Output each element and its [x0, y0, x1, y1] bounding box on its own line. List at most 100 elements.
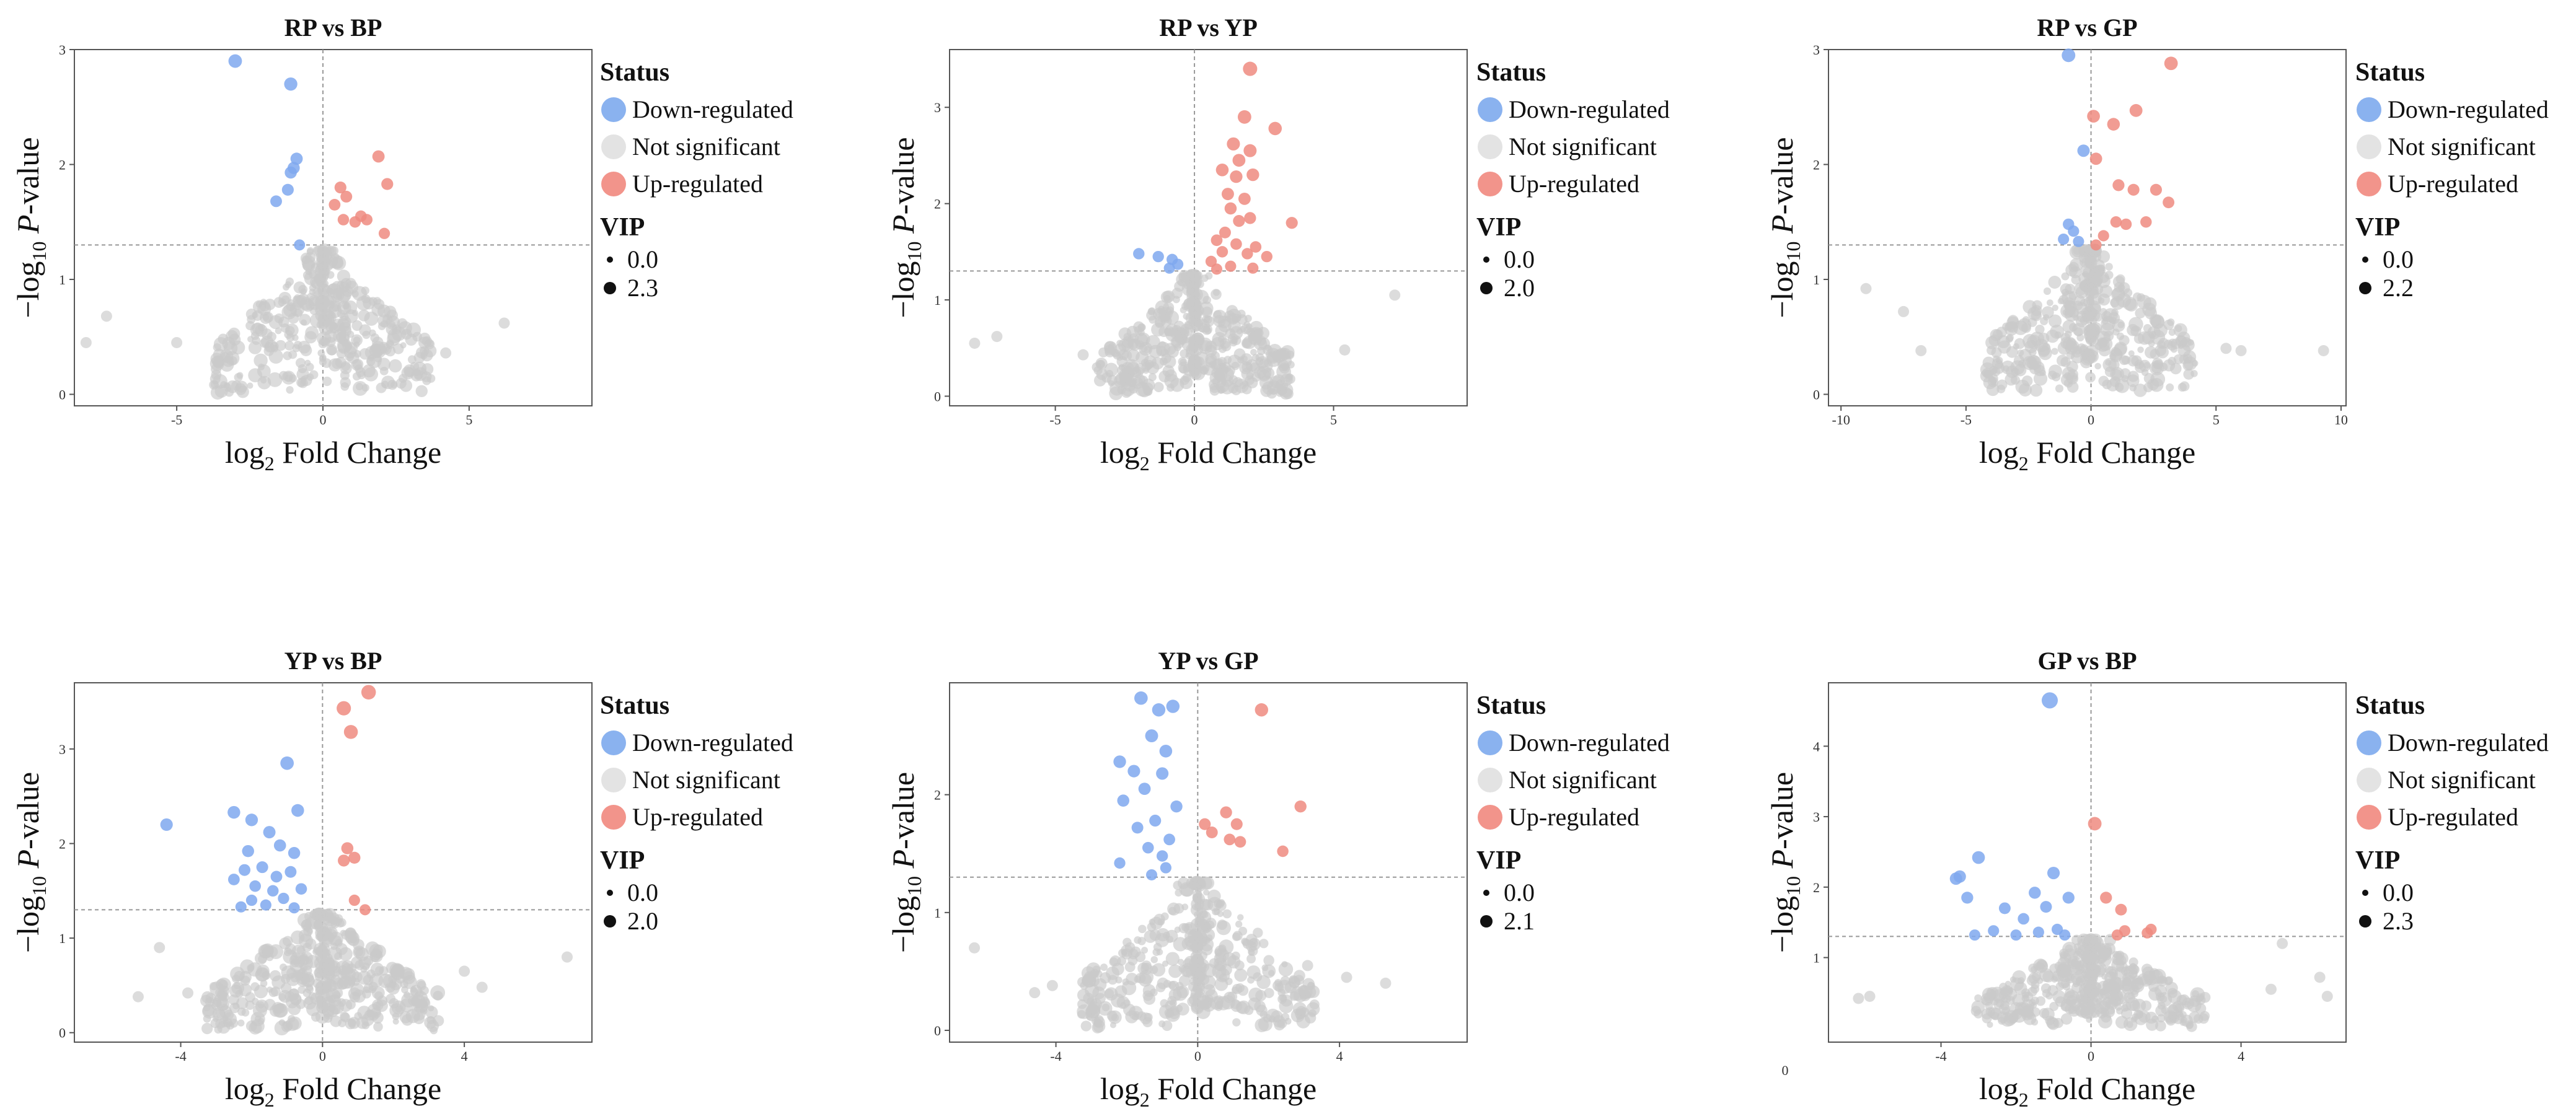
ns-point: [400, 342, 407, 349]
ns-point: [1118, 949, 1127, 958]
up-point: [1205, 255, 1217, 268]
y-tick-label: 3: [1813, 809, 1820, 825]
ns-point: [2119, 335, 2130, 346]
ns-point: [375, 966, 384, 975]
up-point: [337, 214, 350, 226]
ns-point: [1155, 319, 1164, 328]
ns-point: [1166, 1009, 1175, 1018]
ns-point: [2070, 958, 2079, 967]
ns-point: [1211, 289, 1222, 300]
ns-point: [262, 314, 270, 321]
ns-point: [2024, 1004, 2034, 1014]
ns-point: [1153, 382, 1164, 392]
ns-point: [2190, 370, 2198, 377]
legend-swatch: [601, 172, 626, 196]
up-point: [1199, 818, 1211, 830]
ns-point: [2022, 300, 2037, 314]
ns-point: [357, 371, 366, 380]
ns-point: [2072, 323, 2086, 336]
x-tick-label: 4: [461, 1048, 468, 1064]
ns-point: [1222, 909, 1232, 919]
ns-point: [2321, 991, 2333, 1002]
ns-point: [1218, 944, 1227, 953]
ns-point: [403, 364, 416, 377]
ns-point: [1302, 960, 1313, 971]
ns-point: [2039, 1008, 2050, 1019]
ns-point: [362, 330, 371, 340]
ns-point: [2082, 271, 2089, 278]
plot-frame: [949, 49, 1468, 406]
ns-point: [1219, 345, 1227, 353]
ns-point: [1201, 911, 1209, 919]
ns-point: [1144, 930, 1157, 943]
ns-point: [2037, 343, 2051, 356]
down-point: [290, 152, 303, 165]
legend-vip-dot: [604, 282, 616, 294]
ns-point: [2265, 983, 2277, 995]
ns-point: [2146, 1018, 2159, 1031]
ns-point: [325, 926, 338, 939]
x-tick-label: 5: [2213, 412, 2220, 428]
ns-point: [2105, 359, 2112, 366]
up-point: [1225, 260, 1237, 272]
ns-point: [288, 374, 298, 383]
ns-point: [317, 929, 325, 937]
up-point: [2090, 239, 2102, 251]
ns-point: [1263, 955, 1274, 966]
down-regulated-points: [1113, 691, 1183, 880]
down-point: [1163, 262, 1175, 274]
up-point: [2111, 929, 2123, 941]
ns-point: [2127, 355, 2139, 367]
ns-point: [332, 318, 345, 331]
ns-point: [2005, 373, 2018, 386]
up-point: [1221, 188, 1234, 201]
up-point: [1247, 262, 1259, 274]
ns-point: [2003, 365, 2009, 372]
ns-point: [287, 299, 294, 307]
ns-point: [335, 943, 348, 955]
ns-point: [370, 333, 380, 343]
down-point: [1170, 800, 1183, 813]
legend-vip-dot: [1483, 257, 1489, 263]
ns-point: [340, 1011, 350, 1021]
down-point: [1117, 794, 1130, 807]
ns-point: [2012, 1008, 2027, 1023]
down-point: [2041, 692, 2058, 709]
ns-point: [346, 968, 359, 982]
ns-point: [1116, 354, 1123, 361]
ns-point: [270, 986, 281, 997]
not-significant-points: [132, 907, 573, 1036]
up-point: [1211, 234, 1223, 247]
ns-point: [373, 297, 381, 305]
ns-point: [386, 993, 396, 1004]
ns-point: [280, 973, 291, 984]
ns-point: [1259, 939, 1269, 949]
ns-point: [378, 973, 393, 988]
ns-point: [351, 320, 363, 331]
up-point: [1277, 845, 1289, 857]
ns-point: [2131, 989, 2138, 998]
ns-point: [2135, 362, 2146, 374]
up-point: [1234, 836, 1246, 848]
ns-point: [366, 1009, 374, 1017]
down-point: [1172, 258, 1184, 270]
up-regulated-points: [1199, 703, 1307, 857]
up-point: [1230, 818, 1243, 830]
ns-point: [361, 384, 369, 392]
ns-point: [2168, 328, 2176, 336]
legend-status-item: Down-regulated: [632, 729, 793, 757]
panel-rp-vs-yp: RP vs YP -5 0 5 0 1 2 3 log2 Fold Change −log10 P…: [886, 14, 1670, 475]
down-point: [2047, 866, 2060, 880]
y-tick-label: 1: [1813, 272, 1820, 287]
ns-point: [1237, 914, 1244, 921]
ns-point: [2105, 263, 2113, 271]
ns-point: [1137, 937, 1146, 945]
up-point: [1219, 226, 1231, 239]
ns-point: [2031, 971, 2041, 981]
ns-point: [306, 984, 314, 991]
ns-point: [363, 955, 374, 966]
ns-point: [2169, 1012, 2177, 1020]
down-point: [2059, 929, 2071, 941]
down-point: [1156, 850, 1168, 862]
ns-point: [1974, 994, 1982, 1002]
